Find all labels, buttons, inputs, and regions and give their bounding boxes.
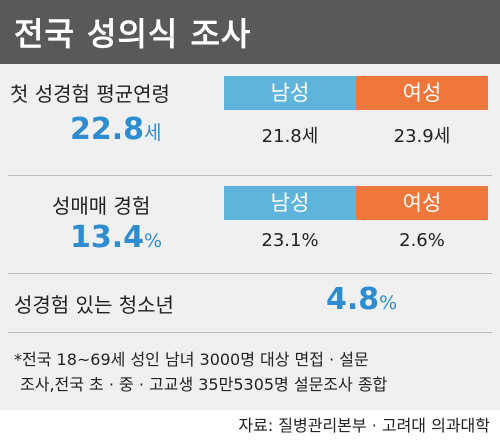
overall-value: 4.8 [326, 282, 380, 317]
overall-unit: % [144, 230, 163, 252]
header-banner: 전국 성의식 조사 [0, 0, 500, 64]
row-label-prostitution-experience: 성매매 경험 [52, 194, 151, 218]
footnote-line-2: 조사,전국 초 · 중 · 고교생 35만5305명 설문조사 종합 [20, 375, 388, 394]
category-pill-female: 여성 [356, 186, 488, 220]
footnote-line-1: *전국 18~69세 성인 남녀 3000명 대상 면접 · 설문 [14, 350, 369, 369]
category-pill-female: 여성 [356, 76, 488, 110]
row-label-teen-experience: 성경험 있는 청소년 [14, 293, 174, 317]
overall-value: 13.4 [70, 220, 145, 255]
overall-teen-experience: 4.8% [326, 282, 397, 317]
overall-first-experience-age: 22.8세 [70, 112, 162, 147]
survey-panel [0, 64, 500, 410]
overall-value: 22.8 [70, 112, 145, 147]
row-divider [8, 332, 492, 333]
overall-unit: % [379, 292, 398, 314]
category-pill-male: 남성 [224, 186, 356, 220]
value-male-prostitution-experience: 23.1% [261, 230, 319, 251]
row-divider [8, 175, 492, 176]
overall-prostitution-experience: 13.4% [70, 220, 162, 255]
row-label-first-experience-age: 첫 성경험 평균연령 [10, 82, 170, 106]
source-credit: 자료: 질병관리본부 · 고려대 의과대학 [238, 416, 490, 435]
row-divider [8, 273, 492, 274]
value-male-first-experience-age: 21.8세 [261, 126, 319, 147]
value-female-prostitution-experience: 2.6% [399, 230, 445, 251]
overall-unit: 세 [144, 122, 162, 144]
category-pill-male: 남성 [224, 76, 356, 110]
value-female-first-experience-age: 23.9세 [393, 126, 451, 147]
page-title: 전국 성의식 조사 [14, 15, 252, 53]
